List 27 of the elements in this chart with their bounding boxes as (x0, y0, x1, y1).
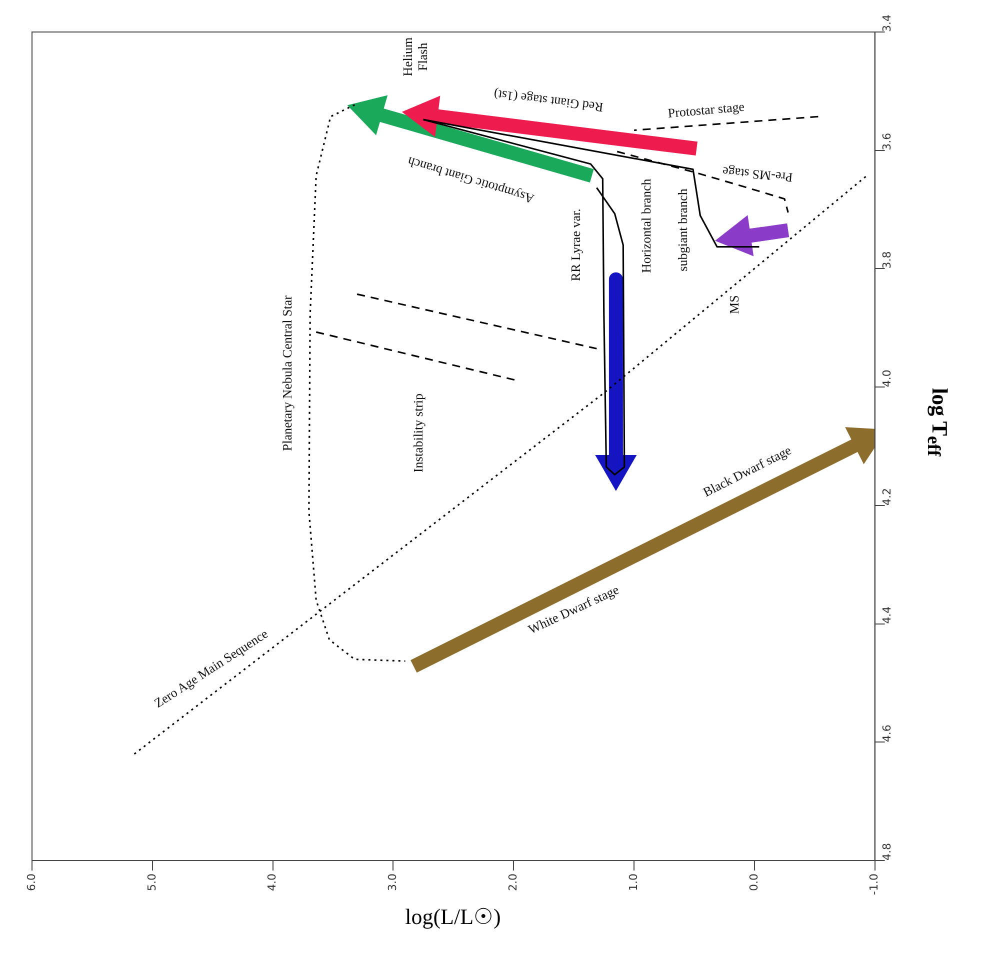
x-tick-label: 5.0 (145, 874, 158, 892)
annotation: Pre-MS stage (722, 164, 794, 186)
annotation: subgiant branch (674, 188, 690, 272)
x-tick-label: -1.0 (868, 874, 881, 896)
annotation: Helium Flash (400, 37, 430, 76)
annotation: Horizontal branch (638, 178, 654, 273)
y-tick-label: 3.8 (880, 251, 894, 269)
y-tick-label: 3.4 (880, 14, 894, 32)
x-tick-label: 6.0 (24, 874, 38, 892)
annotation: Red Giant stage (1st) (493, 86, 604, 116)
x-tick-label: 0.0 (747, 874, 760, 892)
x-axis-title: log(L/L☉) (404, 904, 502, 930)
annotation: Instability strip (410, 393, 426, 473)
x-tick-label: 2.0 (506, 874, 520, 892)
x-tick-label: 1.0 (626, 874, 640, 892)
y-tick-label: 3.6 (880, 132, 894, 150)
x-tick-label: 3.0 (386, 874, 400, 892)
y-tick-label: 4.8 (880, 843, 894, 861)
y-tick-label: 4.4 (880, 606, 894, 624)
annotation: MS (726, 295, 742, 314)
x-tick-label: 4.0 (266, 874, 279, 892)
y-tick-label: 4.2 (880, 488, 894, 506)
y-tick-label: 4.6 (880, 724, 894, 742)
annotation: Protostar stage (667, 98, 746, 120)
annotation: Planetary Nebula Central Star (280, 294, 295, 452)
annotation: RR Lyrae var. (568, 208, 583, 282)
y-tick-label: 4.0 (880, 370, 894, 388)
